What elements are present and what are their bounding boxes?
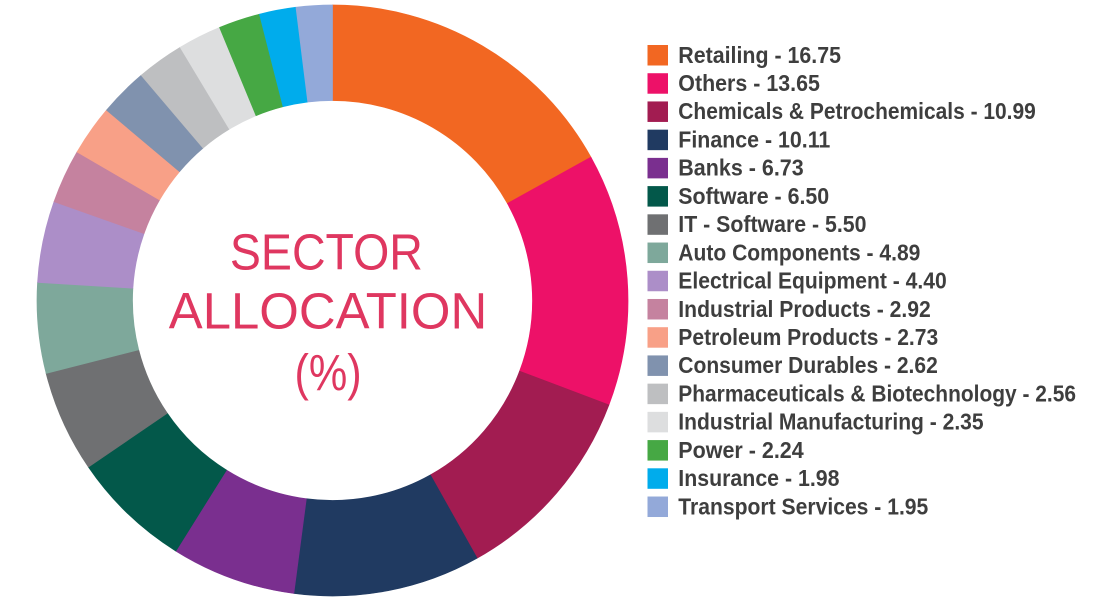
svg-text:SECTOR: SECTOR [230, 224, 423, 281]
svg-text:Industrial Products - 2.92: Industrial Products - 2.92 [678, 296, 931, 322]
svg-text:Auto Components - 4.89: Auto Components - 4.89 [678, 239, 920, 265]
svg-text:Finance - 10.11: Finance - 10.11 [678, 126, 830, 152]
svg-text:Others - 13.65: Others - 13.65 [678, 70, 820, 96]
svg-text:ALLOCATION: ALLOCATION [169, 283, 487, 340]
svg-text:Retailing - 16.75: Retailing - 16.75 [678, 42, 841, 68]
svg-text:IT - Software - 5.50: IT - Software - 5.50 [678, 211, 866, 237]
svg-text:Pharmaceuticals & Biotechnolog: Pharmaceuticals & Biotechnology - 2.56 [678, 380, 1076, 406]
svg-text:Transport Services - 1.95: Transport Services - 1.95 [678, 493, 928, 519]
svg-text:Power - 2.24: Power - 2.24 [678, 437, 804, 463]
svg-text:Insurance - 1.98: Insurance - 1.98 [678, 465, 839, 491]
svg-text:Software - 6.50: Software - 6.50 [678, 183, 829, 209]
svg-text:Electrical Equipment - 4.40: Electrical Equipment - 4.40 [678, 268, 946, 294]
svg-text:Industrial Manufacturing - 2.3: Industrial Manufacturing - 2.35 [678, 409, 984, 435]
svg-text:Chemicals & Petrochemicals - 1: Chemicals & Petrochemicals - 10.99 [678, 98, 1036, 124]
svg-text:Banks - 6.73: Banks - 6.73 [678, 155, 803, 181]
svg-text:Petroleum Products - 2.73: Petroleum Products - 2.73 [678, 324, 938, 350]
svg-text:(%): (%) [294, 344, 361, 401]
svg-text:Consumer Durables - 2.62: Consumer Durables - 2.62 [678, 352, 938, 378]
